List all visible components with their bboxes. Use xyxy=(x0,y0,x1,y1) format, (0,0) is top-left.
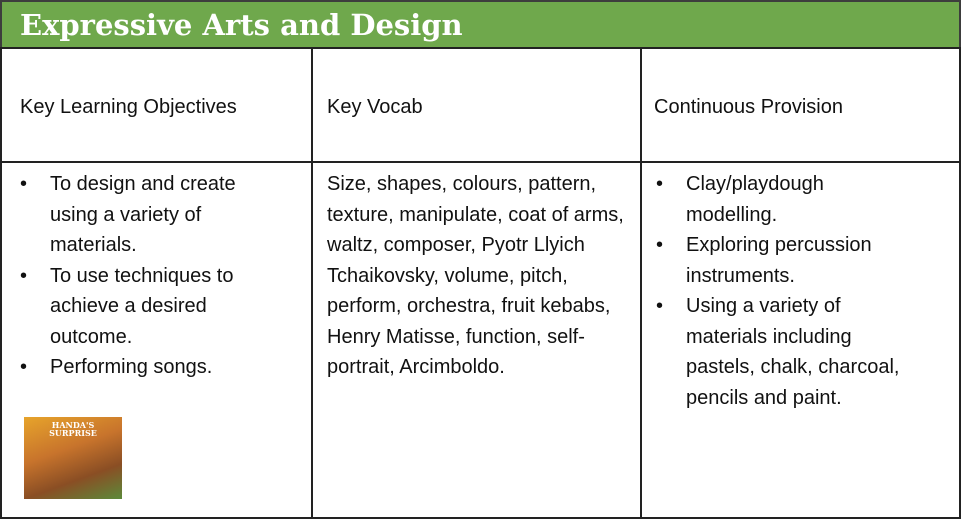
bullet-item: Exploring percussion instruments. xyxy=(652,230,912,291)
book-cover: HANDA'S SURPRISE xyxy=(24,417,122,499)
provision-list: Clay/playdough modelling.Exploring percu… xyxy=(652,169,912,413)
title: Expressive Arts and Design xyxy=(20,8,463,42)
title-bar: Expressive Arts and Design xyxy=(0,0,961,47)
column-divider xyxy=(640,49,642,517)
column-header: Key Learning Objectives xyxy=(20,96,237,118)
bullet-item: To use techniques to achieve a desired o… xyxy=(16,261,286,353)
bullet-item: To design and create using a variety of … xyxy=(16,169,286,261)
row-divider xyxy=(2,161,959,163)
column-divider xyxy=(311,49,313,517)
bullet-item: Performing songs. xyxy=(16,352,286,383)
column-header: Continuous Provision xyxy=(654,96,843,118)
table: Key Learning Objectives Key Vocab Contin… xyxy=(0,47,961,519)
vocab-text: Size, shapes, colours, pattern, texture,… xyxy=(327,173,624,378)
objective-list: To design and create using a variety of … xyxy=(16,169,286,383)
bullet-item: Using a variety of materials including p… xyxy=(652,291,912,413)
bullet-item: Clay/playdough modelling. xyxy=(652,169,912,230)
column-header: Key Vocab xyxy=(327,96,423,118)
book-title: HANDA'S SURPRISE xyxy=(49,420,97,438)
